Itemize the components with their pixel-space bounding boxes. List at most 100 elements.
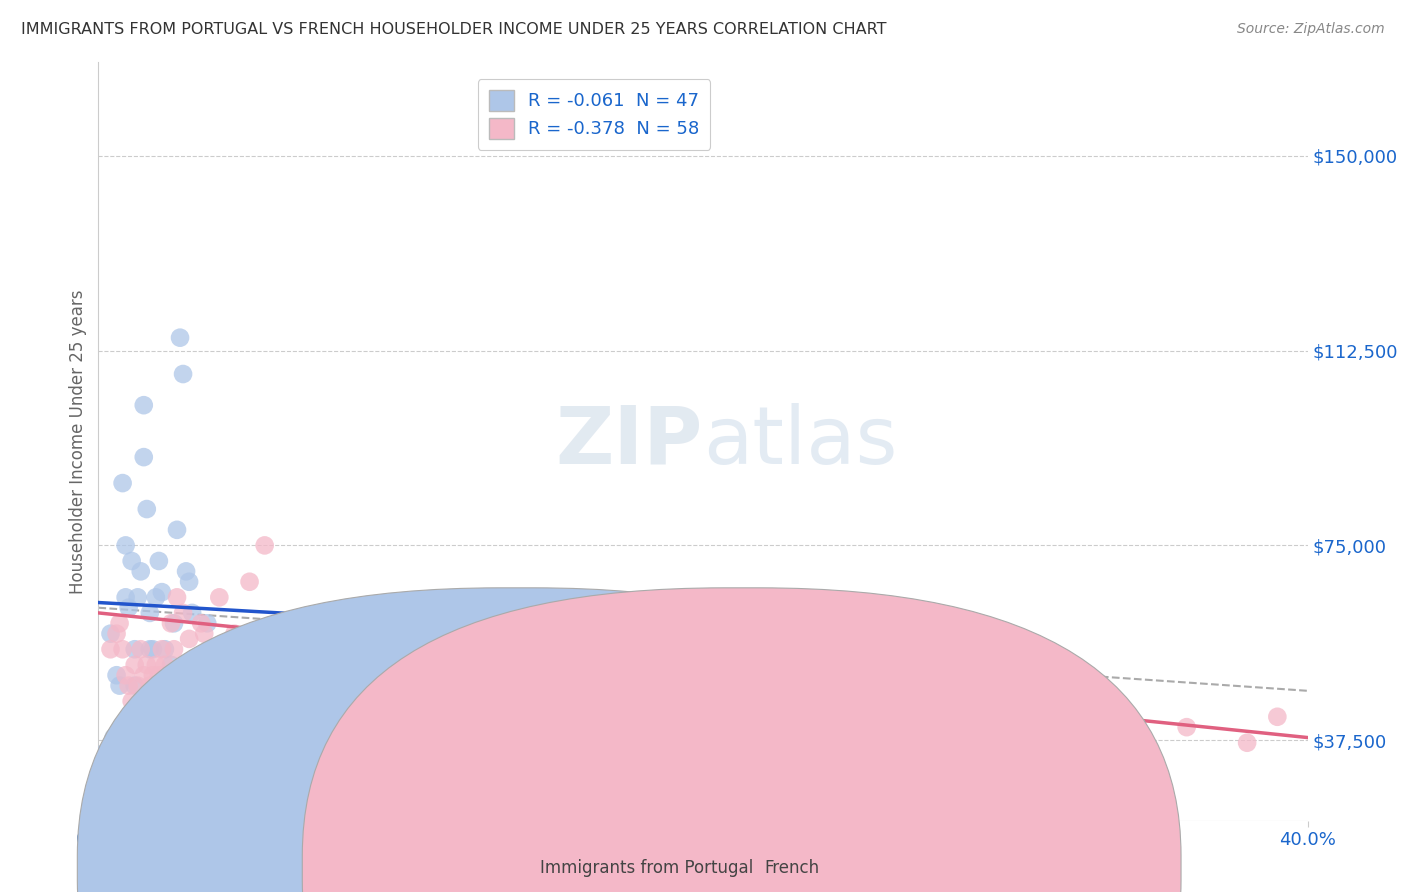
Point (124, 679, 146, 693)
Point (153, 642, 176, 657)
Point (179, 574, 201, 589)
Legend: R = -0.061  N = 47, R = -0.378  N = 58: R = -0.061 N = 47, R = -0.378 N = 58 (478, 79, 710, 150)
Point (153, 657, 176, 672)
Point (631, 653, 654, 667)
Point (156, 679, 179, 693)
Point (284, 632, 307, 646)
Point (150, 585, 173, 599)
Point (813, 694, 835, 708)
Point (135, 657, 157, 672)
Point (360, 642, 382, 657)
Point (105, 626, 128, 640)
Point (139, 606, 162, 620)
Point (284, 657, 307, 672)
Point (145, 591, 167, 605)
Point (118, 600, 141, 615)
Point (1115, 731, 1137, 745)
Point (124, 657, 146, 672)
Point (224, 626, 246, 640)
Point (108, 616, 131, 631)
Point (181, 606, 204, 620)
Point (190, 657, 212, 672)
Text: IMMIGRANTS FROM PORTUGAL VS FRENCH HOUSEHOLDER INCOME UNDER 25 YEARS CORRELATION: IMMIGRANTS FROM PORTUGAL VS FRENCH HOUSE… (21, 22, 887, 37)
Point (129, 565, 152, 579)
Point (239, 574, 262, 589)
Point (299, 616, 322, 631)
Point (124, 642, 146, 657)
Point (752, 679, 775, 693)
Y-axis label: Householder Income Under 25 years: Householder Income Under 25 years (69, 289, 87, 594)
Point (692, 626, 714, 640)
Point (142, 642, 165, 657)
Point (571, 642, 593, 657)
Point (904, 668, 927, 682)
Point (253, 657, 276, 672)
Point (163, 642, 186, 657)
Point (114, 538, 136, 552)
Point (344, 668, 367, 682)
Point (1175, 720, 1198, 734)
Point (1024, 699, 1046, 714)
Point (1085, 694, 1108, 708)
Point (100, 626, 122, 640)
Point (184, 657, 207, 672)
Point (160, 657, 183, 672)
Point (103, 731, 125, 745)
Point (269, 668, 291, 682)
Point (132, 398, 155, 412)
Point (965, 710, 987, 724)
Point (150, 642, 173, 657)
Point (132, 668, 155, 682)
Point (114, 591, 136, 605)
Point (344, 626, 367, 640)
Point (111, 642, 134, 657)
Point (100, 642, 122, 657)
Point (214, 642, 236, 657)
Point (269, 642, 291, 657)
Point (202, 668, 225, 682)
Text: atlas: atlas (703, 402, 897, 481)
Point (127, 591, 149, 605)
Point (1267, 710, 1289, 724)
Point (132, 450, 155, 464)
Point (139, 679, 162, 693)
Point (510, 626, 533, 640)
Point (190, 616, 212, 631)
Point (127, 679, 149, 693)
Point (108, 679, 131, 693)
Point (160, 616, 183, 631)
Point (202, 668, 225, 682)
Point (253, 538, 276, 552)
Point (163, 616, 186, 631)
Point (224, 679, 246, 693)
Point (118, 679, 141, 693)
Point (208, 710, 231, 724)
Point (389, 782, 412, 797)
Point (139, 642, 162, 657)
Point (172, 367, 194, 381)
Point (1236, 736, 1258, 750)
Point (111, 476, 134, 491)
Text: ZIP: ZIP (555, 402, 703, 481)
Point (174, 565, 197, 579)
Point (232, 657, 254, 672)
Text: Source: ZipAtlas.com: Source: ZipAtlas.com (1237, 22, 1385, 37)
Point (166, 591, 188, 605)
Point (184, 668, 207, 682)
Point (193, 626, 215, 640)
Point (129, 642, 152, 657)
Point (208, 591, 231, 605)
Point (105, 668, 128, 682)
Point (114, 668, 136, 682)
Point (172, 606, 194, 620)
Point (93, 746, 115, 760)
Text: Immigrants from Portugal: Immigrants from Portugal (540, 859, 754, 877)
Point (145, 657, 167, 672)
Point (195, 616, 218, 631)
Text: French: French (765, 859, 820, 877)
Point (179, 632, 201, 646)
Point (121, 694, 143, 708)
Point (193, 679, 215, 693)
Point (169, 331, 191, 345)
Point (148, 554, 170, 568)
